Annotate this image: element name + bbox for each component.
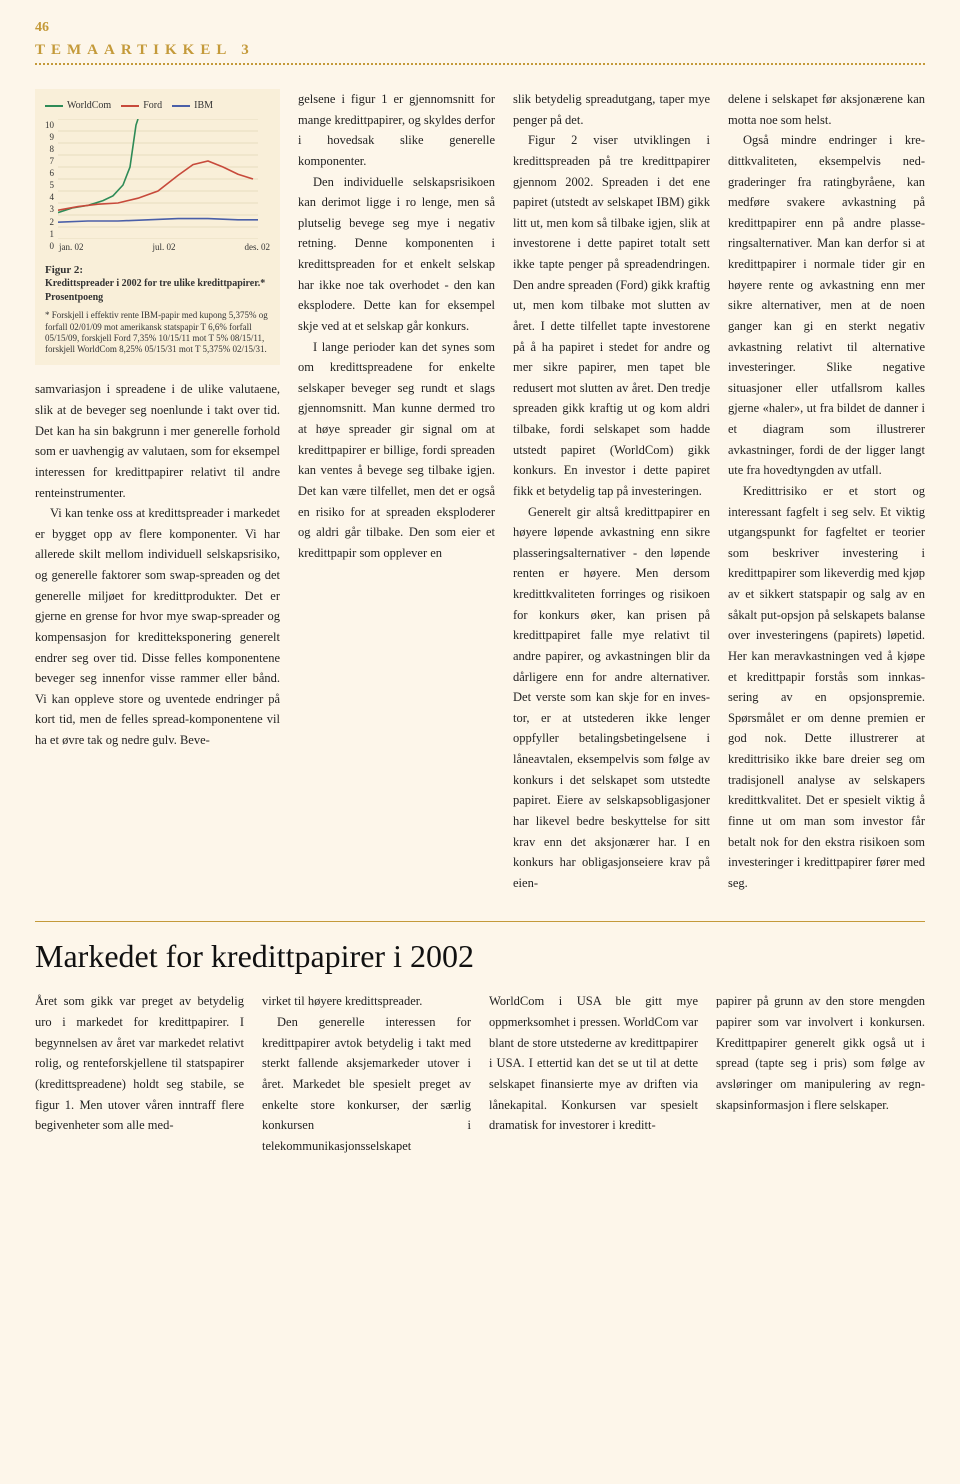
lower-col-2: virket til høyere kredittspreader.Den ge… [262,991,471,1156]
body-col-1: samvariasjon i spreadene i de uli­ke val… [35,379,280,893]
article-kicker: TEMAARTIKKEL 3 [35,42,925,59]
dotted-rule [35,63,925,65]
body-col-2: gelsene i figur 1 er gjennomsnitt for ma… [298,89,495,893]
body-col-3: slik betydelig spreadutgang, taper mye p… [513,89,710,893]
figure-subtitle: Kredittspreader i 2002 for tre ulike kre… [45,277,270,304]
section-rule [35,921,925,922]
legend-item: WorldCom [45,99,111,113]
chart-y-axis: 109876543210 [45,119,58,239]
body-col-4: delene i selskapet før aksjonæ­rene kan … [728,89,925,893]
lower-columns: Året som gikk var preget av bety­delig u… [35,991,925,1156]
lower-col-1: Året som gikk var preget av bety­delig u… [35,991,244,1156]
chart-x-axis: jan. 02jul. 02des. 02 [45,239,270,259]
legend-item: IBM [172,99,213,113]
page-number: 46 [35,20,925,36]
spread-chart [58,119,258,239]
figure-title: Figur 2: [45,263,270,278]
upper-columns: WorldCom Ford IBM 109876543210 jan. 02jul.… [35,89,925,893]
figure-2: WorldCom Ford IBM 109876543210 jan. 02jul.… [35,89,280,365]
legend-item: Ford [121,99,162,113]
chart-legend: WorldCom Ford IBM [45,99,270,113]
figure-note: * Forskjell i effektiv rente IBM-papir m… [45,310,270,355]
lower-col-3: WorldCom i USA ble gitt mye oppmerksomhe… [489,991,698,1156]
section-title: Markedet for kredittpapirer i 2002 [35,938,925,975]
lower-col-4: papirer på grunn av den store mengden pa… [716,991,925,1156]
